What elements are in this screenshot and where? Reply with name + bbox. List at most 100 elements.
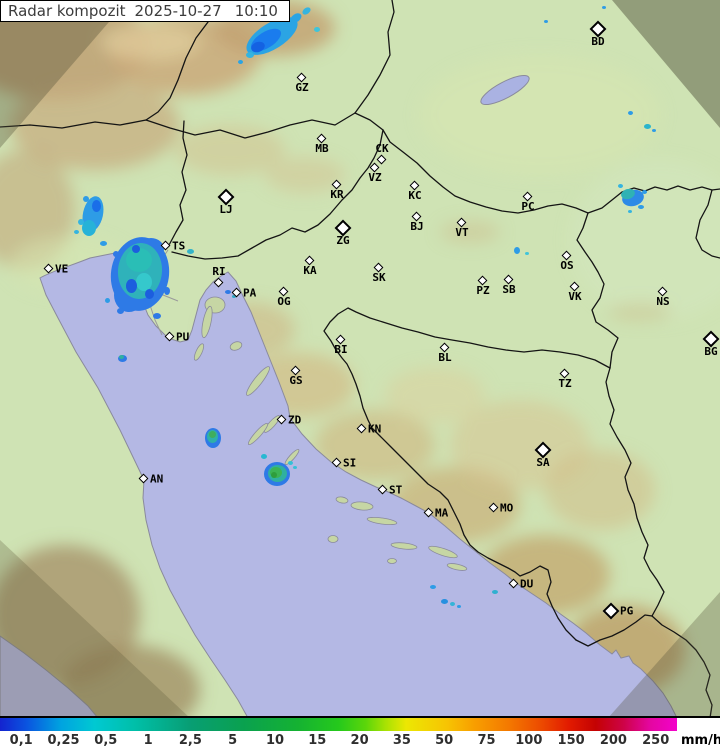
radar-cell-pixel (164, 287, 170, 295)
radar-cell-pixel (225, 290, 231, 294)
intensity-scale-bar: 0,1 0,25 0,5 1 2,5 5 10 15 20 35 50 75 100 150 200 250 … (0, 718, 720, 751)
station-code-label: OS (560, 259, 574, 272)
radar-cell-pixel (492, 590, 498, 594)
radar-cell-pixel (136, 273, 152, 291)
radar-cell-pixel (643, 123, 651, 129)
station-code-label: ZG (336, 234, 350, 247)
station-code-label: OG (277, 295, 291, 308)
radar-map: GZ BD MB CK VZ KR KC PC LJ ZG BJ VT TS OS RI VE PA PU OG KA… (0, 0, 720, 718)
product-title: Radar kompozit (8, 2, 126, 20)
station-diamond-icon (488, 502, 499, 513)
radar-cell-pixel (116, 308, 124, 314)
scale-tick-label: 20 (350, 733, 369, 748)
radar-cell-pixel (99, 240, 107, 246)
radar-cell-pixel (430, 585, 436, 589)
radar-cell-pixel (113, 251, 119, 257)
radar-cell-pixel (246, 52, 254, 58)
scale-tick-labels: 0,1 0,25 0,5 1 2,5 5 10 15 20 35 50 75 100 150 200 250 (0, 731, 720, 751)
scale-tick-label: 250 (642, 733, 670, 748)
lake-balaton (480, 74, 530, 106)
station-code-label: GZ (295, 81, 309, 94)
adriatic-islands (193, 296, 468, 571)
station-diamond-icon (164, 331, 175, 342)
scale-tick-label: 35 (392, 733, 411, 748)
radar-cell-pixel (638, 205, 644, 209)
station-code-label: ZD (288, 413, 302, 427)
scale-tick-label: 75 (477, 733, 496, 748)
station-code-label: BL (438, 351, 452, 364)
radar-cell-pixel (271, 472, 277, 478)
station-code-label: BI (334, 343, 348, 356)
radar-cell-pixel (83, 196, 89, 202)
station-code-label: KC (408, 189, 422, 202)
radar-cell-pixel (457, 604, 461, 608)
station-code-label: PG (620, 604, 634, 618)
radar-cell-pixel (232, 294, 236, 298)
radar-cell-pixel (91, 200, 101, 212)
scale-tick-label: 200 (599, 733, 627, 748)
scale-tick-label: 50 (435, 733, 454, 748)
scale-tick-label: 1 (143, 733, 153, 748)
station-diamond-icon (602, 602, 620, 620)
station-code-label: AN (150, 472, 164, 486)
station-code-label: SB (502, 283, 516, 296)
scale-tick-label: 2,5 (178, 733, 202, 748)
station-code-label: BG (704, 345, 718, 358)
station-diamond-icon (231, 287, 242, 298)
station-code-label: PC (521, 200, 535, 213)
station-code-label: KN (368, 422, 382, 436)
radar-cell-pixel (627, 111, 633, 115)
radar-cell-pixel (314, 26, 320, 32)
radar-cell-pixel (126, 248, 152, 272)
radar-cell-pixel (118, 355, 124, 359)
station-code-label: RI (212, 265, 226, 278)
station-code-label: MB (315, 142, 329, 155)
station-code-label: DU (520, 577, 534, 591)
radar-cell-pixel (602, 5, 606, 9)
radar-cell-pixel (628, 209, 632, 213)
station-code-label: ST (389, 483, 403, 497)
station-diamond-icon (213, 277, 224, 288)
radar-cell-pixel (153, 313, 161, 319)
station-code-label: KR (330, 188, 344, 201)
composite-time: 10:10 (234, 2, 278, 20)
radar-cell-pixel (293, 465, 297, 469)
station-code-label: PA (243, 286, 257, 300)
radar-cell-pixel (261, 453, 267, 459)
station-code-label: KA (303, 264, 317, 277)
tyrrhenian-sea (0, 635, 97, 716)
station-code-label: VT (455, 226, 469, 239)
radar-cell-pixel (237, 60, 243, 64)
composite-date: 2025-10-27 (134, 2, 222, 20)
scale-tick-label: 100 (515, 733, 543, 748)
map-graphic (0, 0, 720, 716)
station-diamond-icon (376, 154, 387, 165)
radar-cell-pixel (617, 184, 623, 188)
radar-cell-pixel (440, 598, 448, 604)
radar-cell-pixel (186, 248, 194, 254)
scale-gradient (0, 718, 677, 731)
station-code-label: VK (568, 290, 582, 303)
radar-cell-pixel (208, 430, 216, 438)
radar-cell-pixel (82, 220, 96, 236)
station-code-label: LJ (219, 203, 233, 216)
station-code-label: PU (176, 330, 190, 344)
scale-tick-label: 0,5 (94, 733, 118, 748)
station-diamond-icon (508, 578, 519, 589)
radar-coverage-edge (0, 0, 720, 716)
station-diamond-icon (276, 414, 287, 425)
radar-cell-pixel (104, 297, 110, 303)
radar-cell-pixel (73, 230, 79, 234)
radar-cell-pixel (144, 289, 154, 299)
station-code-label: NS (656, 295, 670, 308)
station-code-label: GS (289, 374, 303, 387)
scale-unit-label: mm/h (681, 733, 720, 748)
station-code-label: TZ (558, 377, 572, 390)
station-diamond-icon (138, 473, 149, 484)
station-markers: GZ BD MB CK VZ KR KC PC LJ ZG BJ VT TS OS RI VE PA PU OG KA… (43, 20, 720, 620)
station-code-label: PZ (476, 284, 490, 297)
radar-cell-pixel (652, 128, 656, 132)
station-code-label: MA (435, 506, 449, 520)
radar-cell-pixel (449, 602, 455, 606)
station-diamond-icon (377, 484, 388, 495)
